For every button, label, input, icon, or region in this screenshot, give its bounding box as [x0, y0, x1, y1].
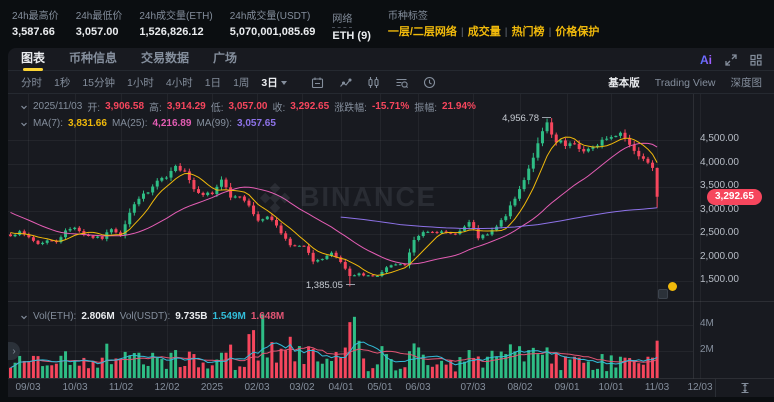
compare-candles-icon[interactable] [367, 76, 380, 89]
view-mode-basic[interactable]: 基本版 [608, 77, 640, 89]
tab-square[interactable]: 广场 [213, 50, 238, 65]
interval-4h[interactable]: 4小时 [165, 76, 193, 89]
date-axis-label: 10/03 [62, 382, 88, 393]
interval-1w[interactable]: 1周 [233, 76, 250, 89]
stat-label[interactable]: 网络 [332, 12, 353, 28]
token-tag-link[interactable]: 成交量 [467, 26, 501, 38]
date-axis-label: 09/03 [15, 382, 41, 393]
collapse-chevron-icon[interactable] [20, 120, 28, 128]
expand-icon[interactable] [725, 53, 737, 66]
stat-24h-volume-usdt: 24h成交量(USDT) 5,070,001,085.69 [230, 9, 316, 41]
tab-coin-info[interactable]: 币种信息 [69, 50, 118, 65]
ai-button[interactable]: Ai [700, 52, 712, 67]
stat-label: 24h成交量(ETH) [139, 11, 213, 22]
chart-toolbar: 分时 1秒 15分钟 1小时 4小时 1日 1周 3日 [8, 71, 774, 94]
tag-separator: | [548, 27, 552, 38]
grid-layout-icon[interactable] [750, 53, 762, 66]
tool-icons [311, 76, 436, 89]
date-axis-label: 2025 [200, 382, 224, 393]
token-tag-link[interactable]: 价格保护 [555, 26, 600, 38]
chevron-down-icon [280, 80, 287, 85]
stat-network[interactable]: 网络 ETH (9) [332, 9, 371, 45]
token-tags: 一层/二层网络 | 成交量 | 热门榜 | 价格保护 [388, 24, 600, 41]
view-modes: 基本版 Trading View 深度图 [608, 71, 762, 94]
date-axis-label: 12/03 [687, 382, 713, 393]
interval-selected-3d[interactable]: 3日 [261, 75, 287, 90]
interval-settings-icon[interactable] [311, 76, 324, 89]
date-axis-label: 08/02 [507, 382, 533, 393]
date-axis-label: 04/01 [328, 382, 354, 393]
tabs-row: 图表 币种信息 交易数据 广场 Ai [8, 48, 774, 71]
interval-15m[interactable]: 15分钟 [82, 76, 116, 89]
stat-value: 1,526,826.12 [139, 26, 204, 38]
token-tag-link[interactable]: 一层/二层网络 [387, 26, 457, 38]
token-tag-link[interactable]: 热门榜 [511, 26, 545, 38]
indicators-icon[interactable] [395, 76, 408, 89]
interval-time[interactable]: 分时 [21, 76, 42, 89]
stat-label: 24h成交量(USDT) [229, 11, 311, 22]
tag-separator: | [460, 27, 464, 38]
view-mode-tradingview[interactable]: Trading View [654, 76, 716, 89]
stat-token-tags: 币种标签 一层/二层网络 | 成交量 | 热门榜 | 价格保护 [388, 9, 600, 41]
stat-value: 5,070,001,085.69 [229, 26, 316, 38]
history-clock-icon[interactable] [423, 76, 436, 89]
date-axis-label: 09/01 [554, 382, 580, 393]
date-axis-label: 05/01 [367, 382, 393, 393]
candlestick-chart-canvas[interactable] [8, 94, 774, 379]
stat-label: 币种标签 [387, 11, 428, 22]
interval-1s[interactable]: 1秒 [54, 76, 71, 89]
stat-24h-high: 24h最高价 3,587.66 [12, 9, 59, 41]
interval-1d[interactable]: 1日 [204, 76, 222, 89]
interval-1h[interactable]: 1小时 [127, 76, 154, 89]
date-axis-label: 02/03 [244, 382, 270, 393]
stat-value: 3,587.66 [12, 26, 55, 38]
line-chart-icon[interactable] [339, 76, 352, 89]
tabs-right-actions: Ai [700, 48, 762, 71]
stat-24h-low: 24h最低价 3,057.00 [76, 9, 123, 41]
collapse-chevron-icon[interactable] [20, 103, 28, 111]
date-axis-label: 11/03 [644, 382, 670, 393]
stat-label: 24h最高价 [12, 11, 59, 22]
date-axis: 09/03 10/03 11/02 12/02 2025 02/03 03/02 04/01 0… [8, 379, 774, 397]
date-axis-label: 06/03 [405, 382, 431, 393]
tag-separator: | [504, 27, 508, 38]
date-axis-label: 07/03 [460, 382, 486, 393]
date-axis-label: 11/02 [108, 382, 134, 393]
axis-scale-adjust-icon[interactable] [715, 379, 774, 397]
chart-panel: 图表 币种信息 交易数据 广场 Ai 分时 1秒 15分钟 1小时 4小时 1日… [8, 48, 774, 397]
pane-expander-button[interactable]: › [8, 342, 20, 360]
date-axis-label: 10/01 [598, 382, 624, 393]
date-axis-label: 12/02 [154, 382, 180, 393]
view-mode-depth[interactable]: 深度图 [730, 77, 763, 89]
stat-24h-volume-eth: 24h成交量(ETH) 1,526,826.12 [139, 9, 212, 41]
stat-label: 24h最低价 [75, 11, 123, 22]
stat-value: ETH (9) [332, 30, 371, 42]
stat-value: 3,057.00 [75, 26, 119, 38]
date-axis-label: 03/02 [289, 382, 315, 393]
chart-area: BINANCE 2025/11/03 开:3,906.58 高:3,914.29… [8, 94, 774, 397]
tab-trade-data[interactable]: 交易数据 [141, 50, 190, 65]
collapse-chevron-icon[interactable] [20, 313, 28, 321]
tab-chart[interactable]: 图表 [21, 48, 45, 71]
stats-bar: 24h最高价 3,587.66 24h最低价 3,057.00 24h成交量(E… [12, 9, 599, 45]
